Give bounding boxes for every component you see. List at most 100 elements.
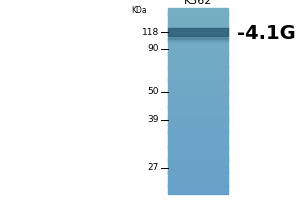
Bar bbox=[168, 141, 228, 142]
Bar bbox=[168, 187, 228, 188]
Bar bbox=[168, 28, 228, 29]
Bar bbox=[168, 192, 228, 193]
Bar bbox=[168, 75, 228, 76]
Bar bbox=[168, 118, 228, 120]
Bar bbox=[168, 185, 228, 187]
Bar bbox=[168, 158, 228, 159]
Bar bbox=[168, 156, 228, 157]
Bar bbox=[168, 26, 228, 28]
Bar bbox=[168, 33, 228, 34]
Bar bbox=[168, 168, 228, 169]
Bar bbox=[168, 98, 228, 99]
Bar bbox=[168, 112, 228, 113]
Bar bbox=[168, 38, 228, 39]
Bar bbox=[168, 30, 228, 31]
Bar bbox=[168, 116, 228, 117]
Bar bbox=[168, 152, 228, 153]
Bar bbox=[168, 81, 228, 82]
Bar bbox=[168, 70, 228, 71]
Bar bbox=[168, 37, 228, 38]
Text: 118: 118 bbox=[142, 28, 159, 37]
Bar bbox=[168, 143, 228, 144]
Bar bbox=[168, 171, 228, 173]
Bar bbox=[168, 117, 228, 118]
Bar bbox=[168, 164, 228, 165]
Bar bbox=[168, 36, 228, 37]
Bar bbox=[168, 38, 228, 39]
Bar bbox=[168, 140, 228, 141]
Bar bbox=[168, 193, 228, 194]
Bar bbox=[168, 35, 228, 36]
Bar bbox=[168, 106, 228, 108]
Bar bbox=[168, 127, 228, 128]
Bar bbox=[168, 57, 228, 58]
Bar bbox=[168, 73, 228, 74]
Bar bbox=[168, 48, 228, 49]
Bar bbox=[168, 105, 228, 107]
Bar bbox=[168, 104, 228, 105]
Bar bbox=[168, 52, 228, 54]
Bar bbox=[168, 151, 228, 152]
Bar bbox=[168, 25, 228, 27]
Bar bbox=[168, 11, 228, 12]
Bar bbox=[168, 38, 228, 40]
Bar bbox=[168, 146, 228, 148]
Bar bbox=[168, 145, 228, 146]
Bar bbox=[168, 118, 228, 119]
Bar bbox=[168, 133, 228, 134]
Bar bbox=[168, 52, 228, 53]
Bar bbox=[168, 79, 228, 81]
Bar bbox=[168, 42, 228, 43]
Bar bbox=[168, 167, 228, 168]
Bar bbox=[168, 12, 228, 14]
Bar bbox=[168, 82, 228, 83]
Bar bbox=[168, 76, 228, 77]
Bar bbox=[168, 103, 228, 104]
Bar bbox=[168, 91, 228, 93]
Bar bbox=[168, 25, 228, 26]
Text: 50: 50 bbox=[148, 87, 159, 96]
Bar bbox=[168, 23, 228, 24]
Bar bbox=[168, 24, 228, 25]
Bar bbox=[168, 99, 228, 100]
Bar bbox=[168, 28, 228, 36]
Bar bbox=[168, 160, 228, 161]
Bar bbox=[168, 87, 228, 88]
Bar bbox=[168, 74, 228, 75]
Bar bbox=[168, 59, 228, 60]
Bar bbox=[168, 34, 228, 35]
Bar bbox=[168, 177, 228, 178]
Bar bbox=[168, 134, 228, 135]
Bar bbox=[168, 176, 228, 177]
Bar bbox=[168, 91, 228, 92]
Bar bbox=[168, 180, 228, 181]
Text: 90: 90 bbox=[148, 44, 159, 53]
Bar bbox=[168, 61, 228, 62]
Bar bbox=[168, 126, 228, 127]
Bar bbox=[168, 41, 228, 42]
Bar bbox=[168, 92, 228, 94]
Bar bbox=[168, 97, 228, 98]
Bar bbox=[168, 159, 228, 161]
Bar bbox=[168, 19, 228, 20]
Bar bbox=[168, 38, 228, 39]
Bar bbox=[168, 108, 228, 109]
Text: 27: 27 bbox=[148, 163, 159, 172]
Bar bbox=[168, 22, 228, 23]
Bar bbox=[168, 8, 228, 9]
Bar bbox=[168, 68, 228, 69]
Bar bbox=[168, 16, 228, 17]
Bar bbox=[168, 78, 228, 80]
Bar bbox=[168, 166, 228, 167]
Bar bbox=[168, 63, 228, 64]
Bar bbox=[168, 170, 228, 171]
Bar bbox=[168, 136, 228, 137]
Bar bbox=[168, 154, 228, 155]
Bar bbox=[168, 122, 228, 123]
Bar bbox=[168, 58, 228, 59]
Bar bbox=[168, 62, 228, 63]
Bar bbox=[168, 96, 228, 97]
Bar bbox=[168, 111, 228, 112]
Bar bbox=[168, 183, 228, 184]
Bar bbox=[168, 40, 228, 41]
